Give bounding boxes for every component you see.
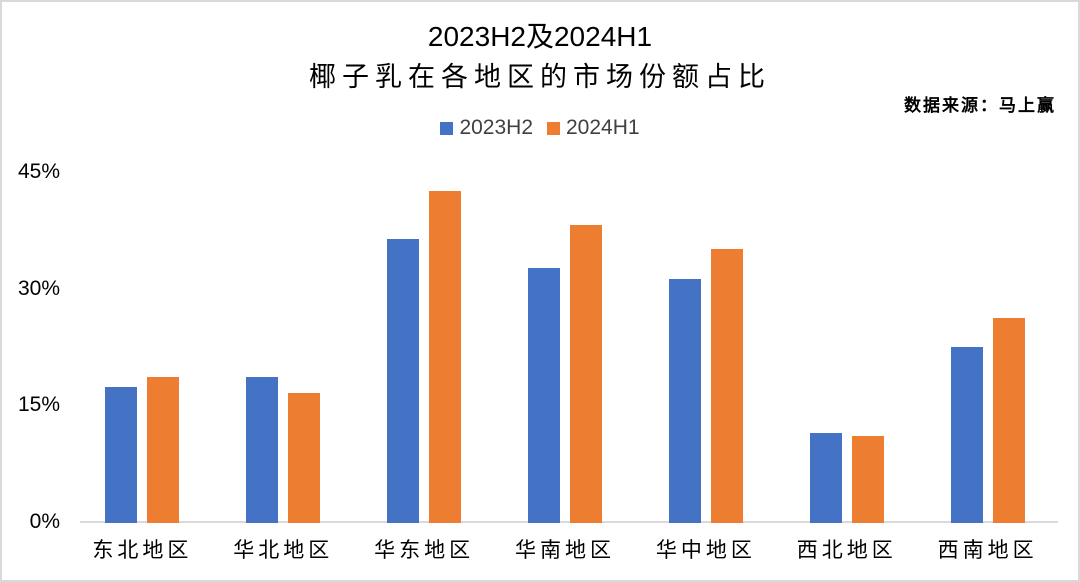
bar-2023H2-华南地区 (528, 268, 560, 523)
x-axis-label-西北地区: 西北地区 (796, 538, 897, 562)
bar-2024H1-华中地区 (710, 249, 743, 523)
bar-2024H1-东北地区 (147, 377, 180, 523)
chart-legend: 2023H2 2024H1 (2, 116, 1078, 140)
chart-title-line2: 椰子乳在各地区的市场份额占比 (309, 62, 771, 92)
chart-title-line1: 2023H2及2024H1 (427, 21, 653, 52)
y-tick-label: 30% (17, 276, 60, 300)
bar-2024H1-华北地区 (288, 393, 321, 523)
bar-2024H1-华南地区 (570, 225, 602, 523)
legend-swatch-icon (547, 121, 560, 135)
legend-label: 2023H2 (459, 116, 533, 139)
bar-2023H2-华东地区 (387, 239, 420, 523)
x-axis-label-华北地区: 华北地区 (233, 538, 334, 562)
x-axis-label-华东地区: 华东地区 (374, 538, 475, 562)
bar-2023H2-西北地区 (809, 433, 842, 523)
bar-group-东北地区 (72, 162, 213, 523)
bar-2024H1-华东地区 (429, 191, 462, 523)
plot-area (72, 162, 1058, 523)
bar-group-华中地区 (635, 162, 776, 523)
x-axis-label-华南地区: 华南地区 (515, 538, 615, 562)
bar-group-西南地区 (917, 162, 1058, 523)
bar-2023H2-东北地区 (105, 387, 138, 523)
bar-2024H1-西北地区 (851, 436, 884, 523)
bar-group-华北地区 (213, 162, 354, 523)
bar-2024H1-西南地区 (992, 318, 1025, 523)
y-tick-label: 15% (17, 393, 60, 417)
x-axis-label-西南地区: 西南地区 (937, 538, 1038, 562)
bar-group-华东地区 (354, 162, 495, 523)
legend-item-2024H1: 2024H1 (547, 116, 640, 140)
x-axis-line (80, 521, 1058, 523)
y-tick-label: 45% (17, 160, 60, 183)
x-axis-label-东北地区: 东北地区 (92, 538, 193, 562)
x-axis-label-华中地区: 华中地区 (655, 538, 756, 562)
legend-label: 2024H1 (566, 116, 640, 139)
bar-2023H2-西南地区 (950, 347, 983, 523)
data-source-note: 数据来源：马上赢 (904, 96, 1056, 115)
bar-group-西北地区 (776, 162, 917, 523)
bar-2023H2-华北地区 (246, 377, 279, 523)
bar-group-华南地区 (495, 162, 636, 523)
y-tick-label: 0% (29, 510, 60, 533)
bar-2023H2-华中地区 (668, 279, 701, 523)
x-axis-labels: 东北地区 华北地区 华东地区 华南地区 华中地区 西北地区 西南地区 (72, 534, 1058, 564)
legend-swatch-icon (440, 121, 454, 135)
legend-item-2023H2: 2023H2 (440, 116, 533, 140)
